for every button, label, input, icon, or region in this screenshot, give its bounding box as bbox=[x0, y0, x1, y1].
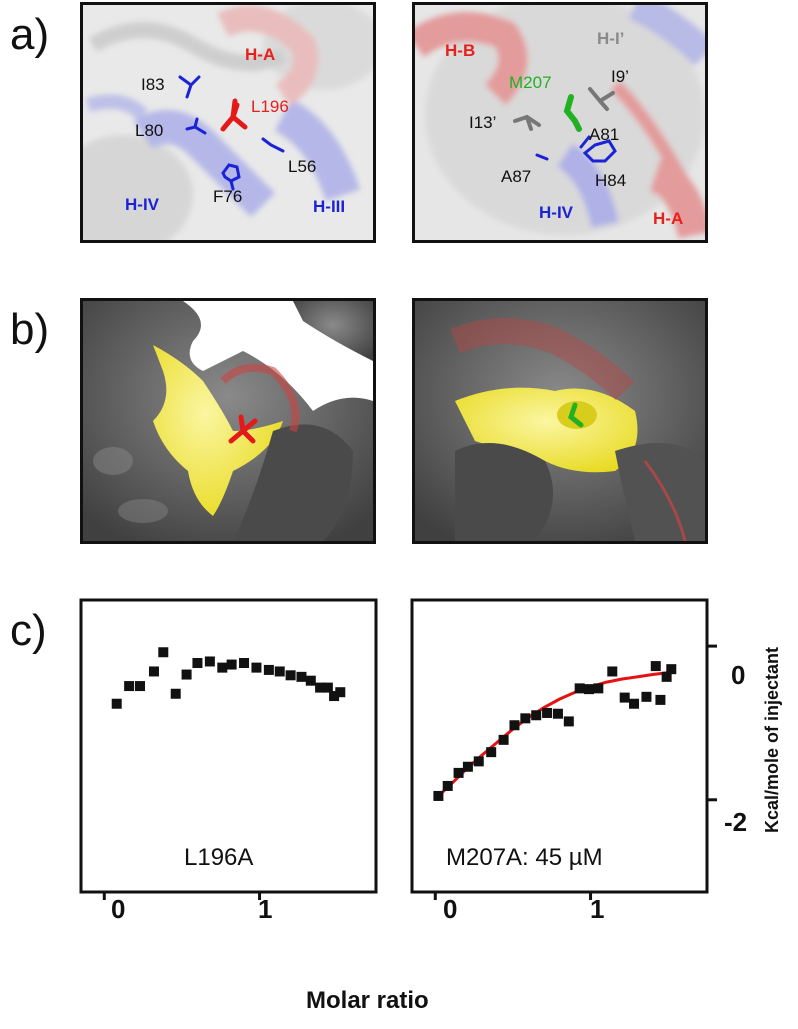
data-point bbox=[655, 694, 666, 705]
label-i13: I13’ bbox=[469, 113, 497, 132]
data-point bbox=[181, 669, 192, 680]
data-point bbox=[661, 671, 672, 682]
data-point bbox=[111, 698, 122, 709]
data-point bbox=[641, 691, 652, 702]
label-hiv-right: H-IV bbox=[539, 203, 573, 222]
data-point bbox=[552, 708, 563, 719]
data-point bbox=[170, 688, 181, 699]
data-point bbox=[520, 713, 531, 724]
data-point bbox=[148, 666, 159, 677]
data-point bbox=[462, 761, 473, 772]
data-point bbox=[204, 656, 215, 667]
label-h84: H84 bbox=[595, 171, 627, 190]
protein-ribbon-render bbox=[83, 5, 373, 240]
data-point bbox=[226, 659, 237, 670]
data-point bbox=[666, 664, 677, 675]
data-point bbox=[584, 684, 594, 695]
label-hi-prime: H-I’ bbox=[597, 29, 625, 48]
fit-line bbox=[437, 670, 672, 798]
data-point bbox=[629, 698, 640, 709]
data-point bbox=[650, 661, 661, 672]
x-axis-title: Molar ratio bbox=[306, 987, 429, 1014]
data-point bbox=[329, 691, 340, 702]
panel-label-a: a) bbox=[10, 10, 50, 59]
x-tick-left-1: 1 bbox=[258, 894, 273, 924]
label-f76: F76 bbox=[213, 187, 243, 206]
panel-label-c: c) bbox=[10, 606, 47, 655]
data-point bbox=[498, 734, 509, 745]
panel-a-right-structure: H-B H-I’ M207 I9’ I13’ A81 A87 H84 H-IV … bbox=[412, 2, 708, 243]
label-m207: M207 bbox=[509, 73, 552, 92]
x-tick-right-1: 1 bbox=[590, 894, 605, 924]
label-ha-right: H-A bbox=[653, 209, 684, 228]
panel-a-left-structure: H-A I83 L196 L80 L56 F76 H-IV H-III bbox=[80, 2, 376, 243]
panel-b-left-surface bbox=[80, 298, 376, 544]
data-point bbox=[486, 747, 497, 758]
label-a87: A87 bbox=[501, 167, 532, 186]
data-point bbox=[542, 707, 553, 718]
data-point bbox=[158, 647, 169, 658]
data-point bbox=[315, 682, 326, 693]
panel-label-b: b) bbox=[10, 305, 50, 354]
label-hiv-left: H-IV bbox=[125, 195, 159, 214]
data-point bbox=[335, 687, 346, 698]
data-point bbox=[607, 666, 618, 677]
y-tick-0: 0 bbox=[731, 660, 746, 690]
data-point bbox=[135, 681, 145, 692]
data-point bbox=[217, 662, 228, 673]
data-point bbox=[251, 662, 262, 673]
label-l196: L196 bbox=[251, 97, 289, 116]
data-point bbox=[574, 683, 585, 694]
data-point bbox=[509, 720, 520, 731]
protein-ribbon-render bbox=[415, 5, 705, 239]
data-point bbox=[531, 710, 542, 721]
data-point bbox=[593, 683, 604, 694]
panel-b-right-surface bbox=[412, 298, 708, 544]
data-point bbox=[442, 780, 453, 791]
data-point bbox=[322, 682, 333, 693]
data-point bbox=[619, 692, 630, 703]
data-point bbox=[263, 664, 274, 675]
data-point bbox=[473, 756, 484, 767]
data-point bbox=[285, 670, 296, 681]
data-point bbox=[433, 790, 444, 801]
data-point bbox=[563, 716, 574, 727]
x-tick-right-0: 0 bbox=[443, 894, 458, 924]
label-i83: I83 bbox=[141, 75, 165, 94]
surface-render bbox=[415, 301, 705, 541]
data-point bbox=[453, 767, 464, 778]
label-a81: A81 bbox=[589, 125, 620, 144]
y-axis-title: Kcal/mole of injectant bbox=[762, 646, 782, 834]
data-point bbox=[274, 666, 285, 677]
label-l80: L80 bbox=[135, 121, 164, 140]
x-tick-left-0: 0 bbox=[111, 894, 126, 924]
data-point bbox=[305, 675, 316, 686]
plot-left-label: L196A bbox=[184, 844, 254, 871]
label-hb: H-B bbox=[445, 41, 476, 60]
data-point bbox=[192, 658, 203, 669]
y-tick-neg2: -2 bbox=[724, 807, 748, 837]
surface-render bbox=[83, 301, 373, 541]
plot-right-label: M207A: 45 µM bbox=[446, 844, 603, 871]
label-i9: I9’ bbox=[611, 67, 629, 86]
label-ha-left: H-A bbox=[245, 45, 276, 64]
data-point bbox=[239, 658, 250, 669]
label-hiii: H-III bbox=[313, 197, 346, 216]
data-point bbox=[296, 671, 307, 682]
data-point bbox=[124, 681, 135, 692]
label-l56: L56 bbox=[288, 157, 317, 176]
